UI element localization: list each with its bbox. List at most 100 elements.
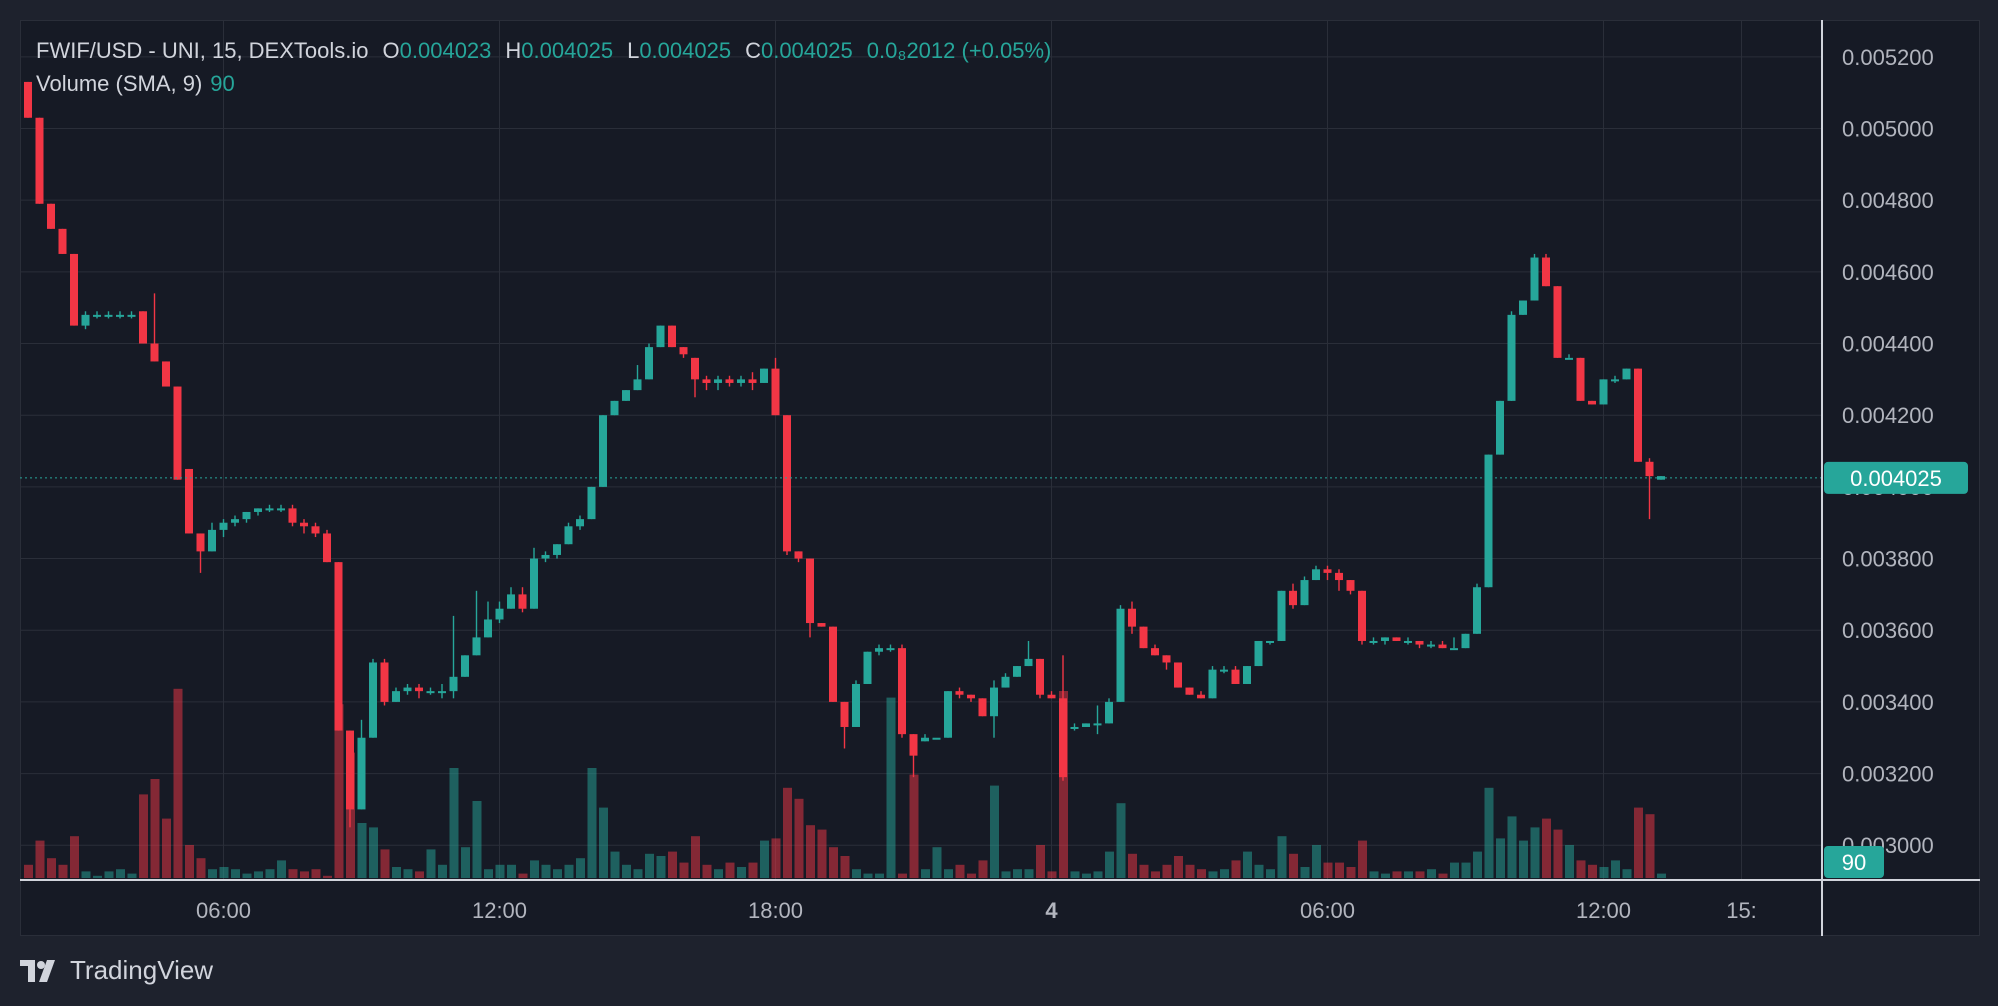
high-label: H [505, 38, 522, 63]
candle-body [369, 662, 377, 738]
tradingview-brand[interactable]: TradingView [20, 955, 213, 986]
volume-bar [1059, 691, 1068, 878]
candle-body [886, 648, 895, 651]
low-value: 0.004025 [639, 38, 732, 63]
volume-bar [645, 853, 654, 878]
candle-body [541, 554, 550, 559]
volume-bar [1553, 829, 1563, 878]
volume-bar [1484, 787, 1494, 878]
candle-body [932, 737, 941, 740]
candle-body [1496, 400, 1504, 455]
volume-bar [1588, 864, 1597, 878]
volume-bar [1622, 869, 1632, 878]
volume-bar [1266, 869, 1275, 878]
volume-bar [944, 869, 953, 878]
volume-bar [1427, 869, 1436, 878]
volume-bar [403, 869, 413, 878]
candle-body [1289, 590, 1297, 606]
volume-bar [449, 768, 459, 878]
volume-bar [783, 787, 792, 878]
candle-body [1254, 640, 1263, 667]
candle-body [231, 519, 239, 523]
candle-body [725, 379, 734, 383]
volume-bar [1657, 873, 1666, 878]
volume-bar [323, 875, 332, 878]
candle-body [840, 701, 849, 727]
candle-body [852, 683, 860, 727]
candle-body [875, 648, 883, 652]
candle-body [599, 415, 607, 487]
time-tick-label: 12:00 [1576, 898, 1631, 923]
candle-body [24, 81, 32, 118]
volume-bar [1312, 845, 1321, 878]
volume-bar [265, 869, 275, 878]
price-tick-label: 0.004800 [1842, 188, 1934, 213]
volume-bar [1243, 851, 1252, 878]
volume-bar [771, 838, 781, 878]
volume-bar [599, 807, 608, 878]
candle-body [162, 361, 170, 387]
price-tick-label: 0.003600 [1842, 618, 1934, 643]
time-tick-label: 4 [1045, 898, 1058, 923]
volume-bar [564, 864, 574, 878]
grid [20, 20, 1822, 880]
candle-body [208, 529, 216, 552]
volume-bar [231, 869, 240, 878]
volume-bar [415, 871, 424, 878]
volume-bar [1645, 814, 1655, 878]
price-tick-label: 0.004400 [1842, 332, 1934, 357]
candle-body [323, 533, 331, 563]
candle-body [1358, 590, 1366, 641]
volume-bar [1565, 845, 1574, 878]
last-volume-badge [1824, 846, 1884, 878]
symbol-label: FWIF/USD - UNI, 15, DEXTools.io [36, 38, 369, 63]
volume-bar [668, 851, 677, 878]
low-label: L [627, 38, 640, 63]
volume-bar [1082, 873, 1091, 878]
candle-body [1231, 669, 1240, 684]
volume-bar [1105, 851, 1114, 878]
volume-bar [104, 871, 114, 878]
volume-bars [24, 688, 1666, 878]
candle-body [1013, 666, 1021, 677]
volume-bar [139, 794, 148, 878]
candle-body [265, 508, 274, 511]
volume-bar [461, 847, 470, 878]
volume-legend: Volume (SMA, 9) 90 [36, 71, 235, 97]
candle-body [553, 544, 561, 555]
volume-bar [806, 825, 815, 878]
volume-bar [1473, 851, 1482, 878]
candle-body [1128, 608, 1136, 627]
volume-bar [1174, 856, 1183, 878]
volume-bar [748, 862, 758, 878]
candles [20, 81, 1822, 828]
volume-bar [714, 869, 723, 878]
candle-body [1346, 580, 1355, 591]
candle-body [921, 737, 929, 742]
volume-bar [1519, 840, 1528, 878]
price-tick-label: 0.004600 [1842, 260, 1934, 285]
change-value: 0.0₈2012 (+0.05%) [866, 38, 1052, 63]
candle-body [438, 691, 446, 694]
volume-bar [921, 869, 930, 878]
candle-body [1139, 626, 1148, 649]
candle-body [127, 314, 136, 317]
volume-bar [1024, 869, 1034, 878]
candle-body [116, 314, 124, 317]
candle-body [1519, 300, 1527, 315]
volume-bar [277, 860, 286, 878]
volume-bar [162, 818, 171, 878]
candle-body [495, 608, 504, 620]
price-tick-label: 0.005000 [1842, 117, 1934, 142]
candle-body [1530, 257, 1539, 301]
candle-body [691, 357, 699, 380]
candle-body [1427, 644, 1435, 647]
candle-body [47, 203, 55, 229]
candle-body [955, 691, 964, 695]
symbol-legend: FWIF/USD - UNI, 15, DEXTools.io O0.004023… [36, 38, 1051, 64]
candle-body [679, 347, 688, 355]
price-tick-label: 0.003400 [1842, 690, 1934, 715]
volume-bar [369, 827, 378, 878]
candle-body [1277, 590, 1286, 641]
